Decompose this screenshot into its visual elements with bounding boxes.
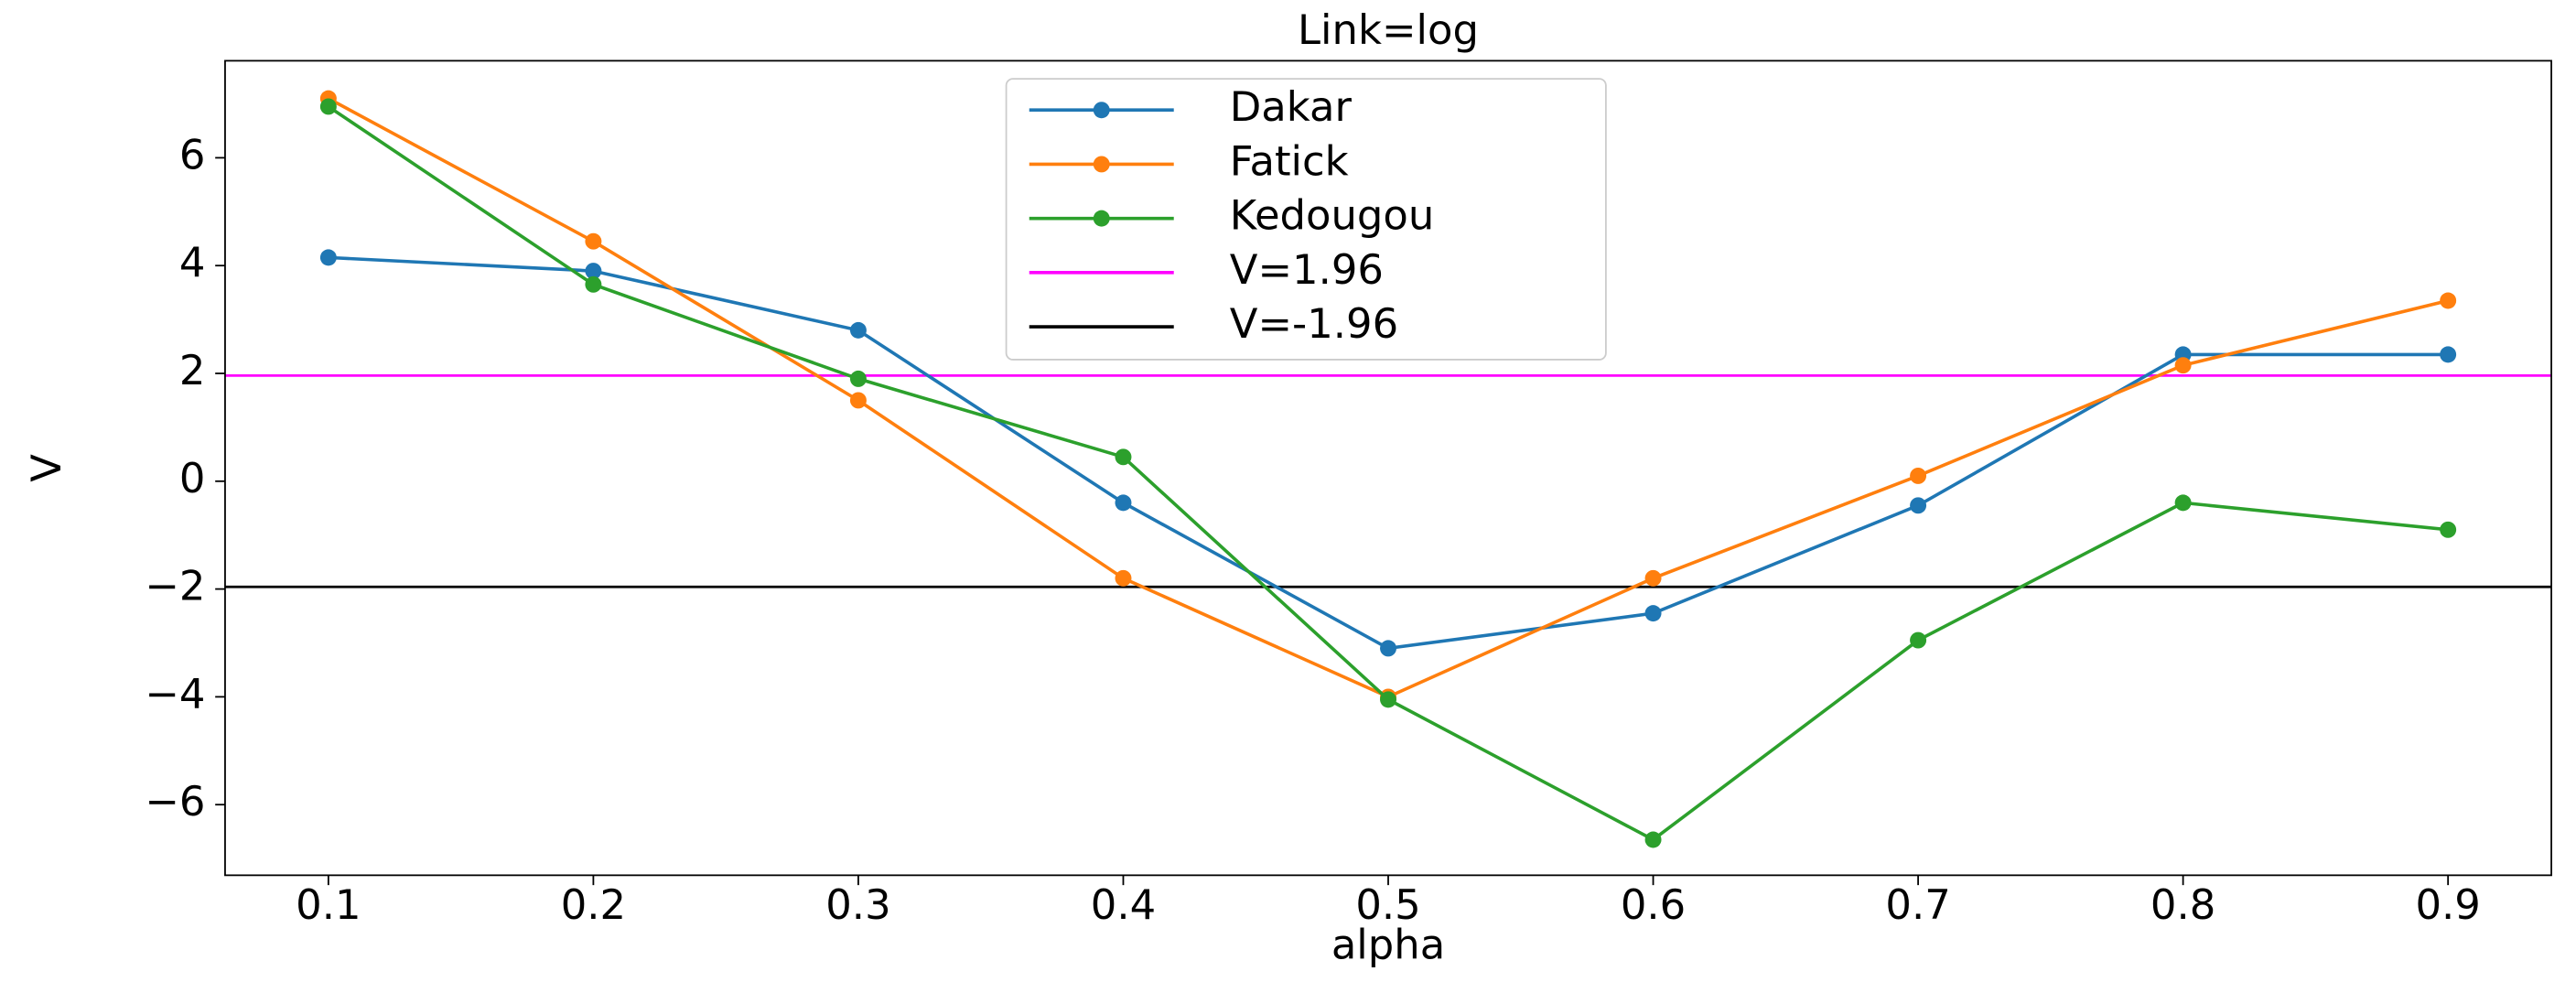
y-tick-label: −4 [145,669,205,718]
y-tick-label: −6 [145,777,205,826]
y-tick-label: 0 [179,454,206,502]
legend-label: V=-1.96 [1230,299,1398,348]
point [2174,357,2192,374]
point [849,392,867,409]
point [319,98,337,115]
plot-frame [224,59,2552,877]
y-tick-label: −2 [145,562,205,610]
legend-label: Kedougou [1230,191,1435,240]
point [1115,494,1132,512]
x-axis-label: alpha [1331,920,1445,968]
x-tick-label: 0.5 [1355,880,1420,929]
x-tick-label: 0.9 [2415,880,2480,929]
point [849,321,867,339]
x-tick-label: 0.3 [825,880,890,929]
y-tick-label: 2 [179,346,206,394]
legend-marker [1093,156,1110,173]
x-tick-label: 0.7 [1885,880,1950,929]
point [1115,448,1132,466]
x-tick-label: 0.1 [296,880,361,929]
point [1644,831,1662,848]
legend-marker [1093,102,1110,119]
legend-marker [1093,210,1110,227]
legend-label: V=1.96 [1230,245,1384,294]
point [585,263,602,280]
legend-label: Dakar [1230,82,1353,131]
y-axis-label: V [22,454,70,482]
chart-title: Link=log [1298,5,1479,54]
point [1380,691,1396,708]
point [1910,497,1927,514]
point [585,232,602,250]
legend-box [1005,78,1607,361]
point [1380,640,1396,657]
point [2440,521,2457,538]
point [319,249,337,266]
point [2440,346,2457,363]
point [2440,292,2457,309]
point [849,370,867,387]
point [1644,569,1662,587]
point [1644,605,1662,622]
y-tick-label: 4 [179,238,206,286]
point [1910,631,1927,649]
legend-label: Fatick [1230,136,1349,185]
point [1115,569,1132,587]
point [1910,467,1927,484]
x-tick-label: 0.2 [561,880,626,929]
point [585,275,602,293]
x-tick-label: 0.8 [2150,880,2215,929]
x-tick-label: 0.6 [1621,880,1686,929]
point [2174,494,2192,512]
x-tick-label: 0.4 [1091,880,1156,929]
y-tick-label: 6 [179,130,206,178]
